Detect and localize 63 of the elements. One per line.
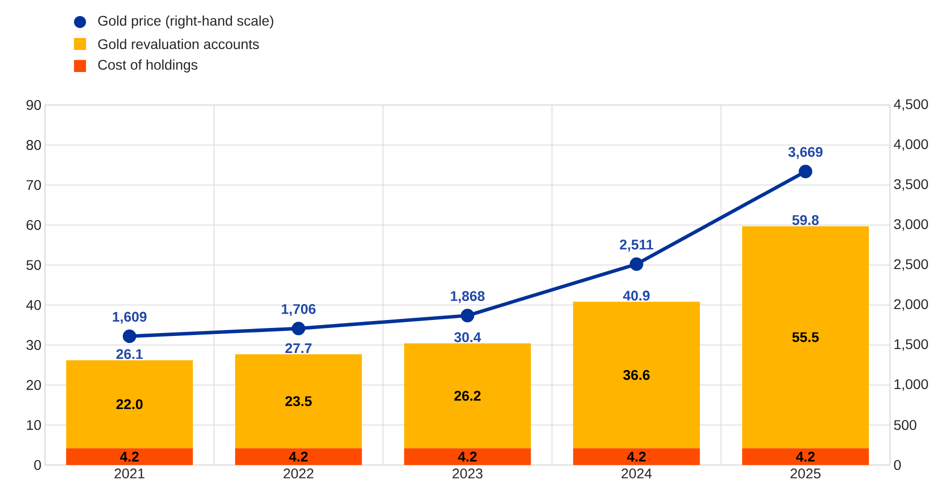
y2-tick-label: 1,500 <box>894 339 928 351</box>
y2-tick-label: 3,500 <box>894 179 928 191</box>
data-label: 1,706 <box>282 304 316 316</box>
y2-tick-label: 4,500 <box>894 99 928 111</box>
y2-tick-label: 4,000 <box>894 139 928 151</box>
y2-tick-label: 1,000 <box>894 379 928 391</box>
data-label: 4.2 <box>120 452 139 462</box>
bar <box>742 226 869 448</box>
y-tick-label: 10 <box>26 420 41 430</box>
bar <box>66 360 193 448</box>
data-label: 22.0 <box>116 399 143 410</box>
x-tick-label: 2024 <box>622 468 652 478</box>
data-label: 4.2 <box>796 452 815 462</box>
legend-label: Cost of holdings <box>98 59 198 73</box>
legend-label: Gold price (right-hand scale) <box>98 15 274 29</box>
bar <box>573 302 700 448</box>
total-label: 27.7 <box>285 343 312 354</box>
point <box>798 164 812 178</box>
legend-label: Gold revaluation accounts <box>98 38 259 50</box>
x-tick-label: 2025 <box>790 468 820 478</box>
data-label: 36.6 <box>623 370 650 380</box>
y-tick-label: 60 <box>26 220 41 230</box>
y2-tick-label: 3,000 <box>894 219 928 231</box>
bar <box>66 448 193 465</box>
bar <box>235 354 362 448</box>
bar <box>742 448 869 465</box>
data-label: 4.2 <box>626 452 646 462</box>
point <box>122 330 136 344</box>
data-label: 55.5 <box>792 332 819 342</box>
y2-tick-label: 2,500 <box>894 259 928 271</box>
y-tick-label: 20 <box>26 380 41 390</box>
y-tick-label: 90 <box>26 100 41 110</box>
y2-tick-label: 2,000 <box>894 299 928 311</box>
point <box>630 257 644 271</box>
data-label: 3,669 <box>788 147 822 159</box>
point <box>460 308 474 322</box>
bar <box>404 343 531 448</box>
data-label: 4.2 <box>288 452 308 462</box>
data-label: 1,609 <box>112 312 146 324</box>
total-label: 26.1 <box>116 349 143 360</box>
total-label: 30.4 <box>454 332 482 342</box>
bar <box>235 448 362 465</box>
y2-tick-label: 0 <box>894 460 901 470</box>
total-label: 59.8 <box>792 215 819 226</box>
point <box>292 322 306 336</box>
data-label: 26.2 <box>454 390 481 401</box>
y-tick-label: 50 <box>26 260 41 270</box>
y-tick-label: 30 <box>26 340 41 350</box>
total-label: 40.9 <box>623 290 650 301</box>
bar <box>573 448 700 465</box>
data-label: 4.2 <box>458 452 477 462</box>
y-tick-label: 40 <box>26 300 41 310</box>
data-label: 23.5 <box>285 396 312 406</box>
y-tick-label: 80 <box>26 140 41 150</box>
data-label: 1,868 <box>450 291 485 304</box>
y-tick-label: 70 <box>26 180 41 190</box>
y2-tick-label: 500 <box>894 420 916 430</box>
x-tick-label: 2021 <box>114 468 144 478</box>
y-tick-label: 0 <box>34 460 41 470</box>
x-tick-label: 2022 <box>284 468 314 478</box>
bar <box>404 448 531 465</box>
data-label: 2,511 <box>620 240 654 252</box>
x-tick-label: 2023 <box>452 468 482 478</box>
